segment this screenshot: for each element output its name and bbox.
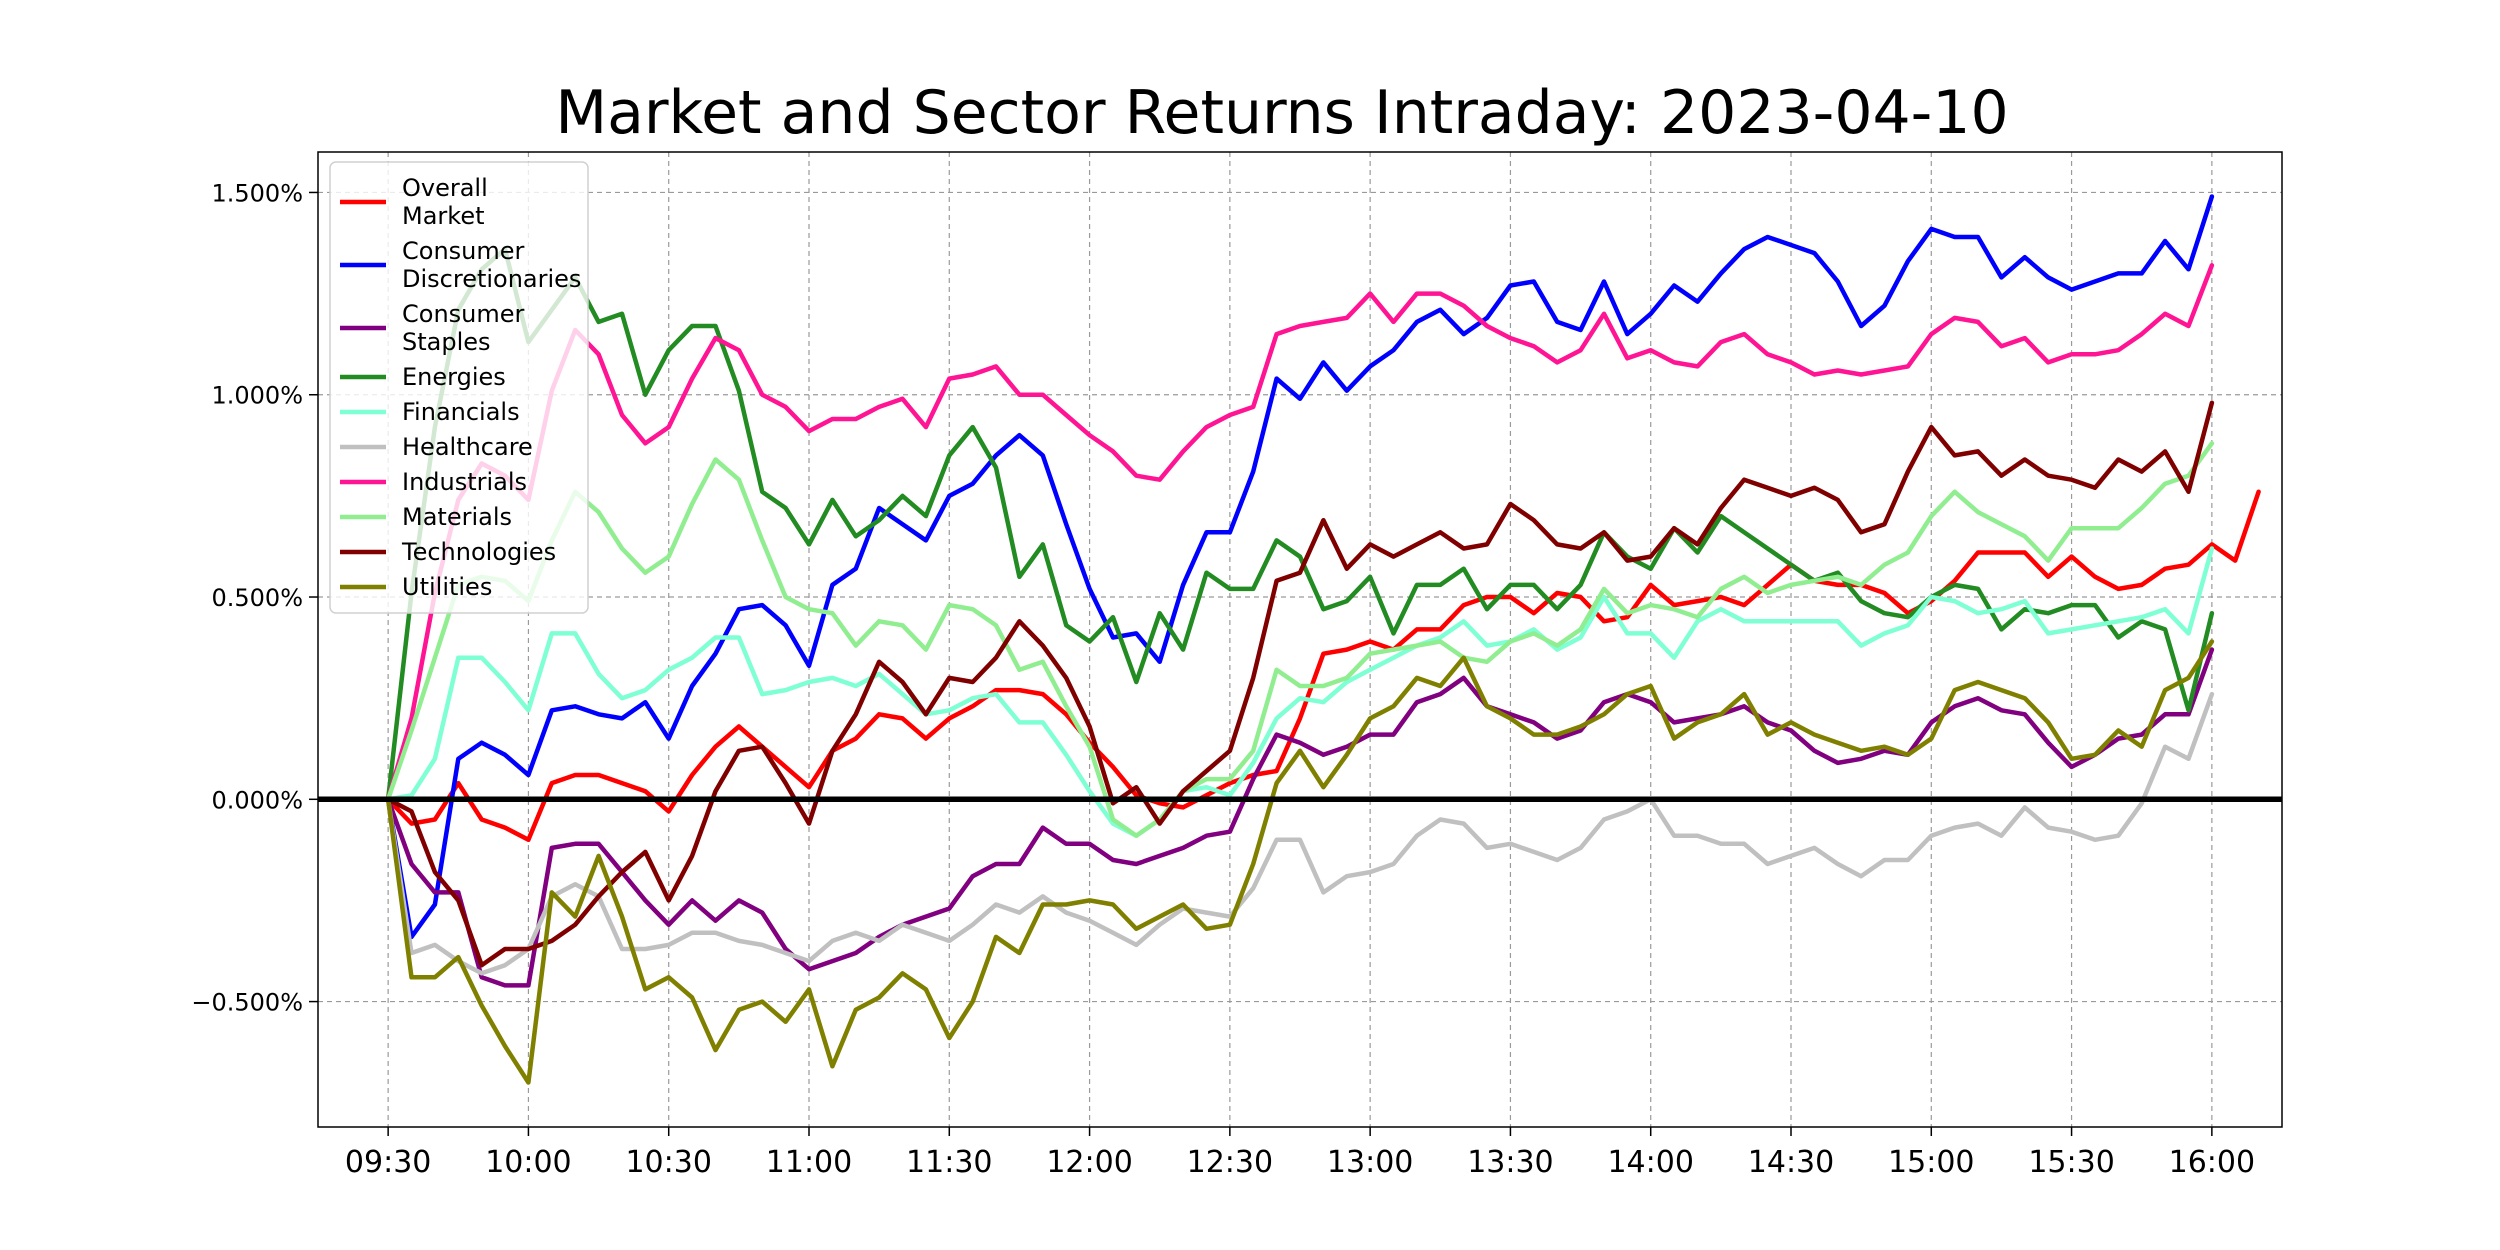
x-tick-label: 11:00 — [766, 1145, 852, 1180]
y-tick-label: 0.000% — [211, 786, 303, 814]
y-tick-label: 0.500% — [211, 584, 303, 612]
x-tick-label: 12:30 — [1187, 1145, 1273, 1180]
series-lines — [385, 194, 2261, 1085]
legend-label: Industrials — [402, 468, 527, 496]
x-tick-label: 14:00 — [1607, 1145, 1693, 1180]
series-line-1 — [385, 194, 2215, 940]
legend-label: Healthcare — [402, 433, 533, 461]
x-tick-label: 11:30 — [906, 1145, 992, 1180]
legend-label: Energies — [402, 363, 506, 391]
y-tick-label: 1.000% — [211, 382, 303, 410]
legend: Overall Market Consumer Discretionaries Cons… — [329, 161, 589, 614]
y-tick-label: 1.500% — [211, 179, 303, 207]
legend-label: Consumer Discretionaries — [402, 237, 581, 293]
x-axis-ticks: 09:30 10:00 10:30 11:00 11:30 12:00 12:30 13:00… — [345, 1127, 2255, 1180]
series-line-6 — [385, 263, 2215, 802]
x-tick-label: 13:00 — [1327, 1145, 1413, 1180]
legend-label: Consumer Staples — [402, 300, 525, 356]
x-tick-label: 14:30 — [1748, 1145, 1834, 1180]
legend-box — [329, 161, 589, 614]
x-tick-label: 15:00 — [1888, 1145, 1974, 1180]
legend-label: Technologies — [401, 538, 556, 566]
y-tick-label: −0.500% — [191, 989, 303, 1017]
series-line-7 — [385, 441, 2215, 838]
legend-label: Utilities — [402, 573, 492, 601]
series-line-8 — [385, 400, 2215, 968]
series-line-5 — [385, 691, 2215, 976]
x-tick-label: 09:30 — [345, 1145, 431, 1180]
legend-label: Materials — [402, 503, 512, 531]
x-tick-label: 13:30 — [1467, 1145, 1553, 1180]
legend-label: Overall Market — [402, 174, 488, 230]
chart-title: Market and Sector Returns Intraday: 2023… — [555, 78, 2008, 148]
legend-label: Financials — [402, 398, 520, 426]
x-tick-label: 10:30 — [625, 1145, 711, 1180]
x-tick-label: 12:00 — [1046, 1145, 1132, 1180]
plot-frame — [317, 151, 2283, 1128]
x-tick-label: 16:00 — [2169, 1145, 2255, 1180]
x-tick-label: 15:30 — [2028, 1145, 2114, 1180]
y-axis-ticks: −0.500% 0.000% 0.500% 1.000% 1.500% — [191, 179, 318, 1017]
series-line-4 — [385, 546, 2215, 838]
series-line-9 — [385, 639, 2215, 1085]
x-tick-label: 10:00 — [485, 1145, 571, 1180]
series-line-3 — [385, 246, 2215, 802]
